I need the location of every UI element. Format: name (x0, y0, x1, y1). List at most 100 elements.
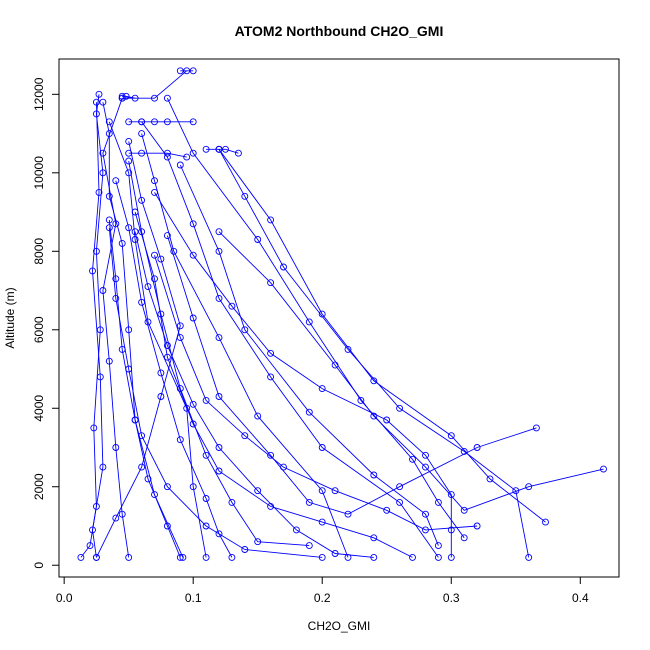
data-point (151, 177, 158, 185)
data-point (118, 92, 126, 100)
data-point (90, 424, 98, 432)
data-point (131, 208, 139, 216)
data-point (202, 451, 210, 459)
data-point (99, 287, 107, 294)
data-point (396, 483, 404, 491)
data-point (157, 369, 165, 377)
data-point (512, 487, 520, 495)
data-point (118, 94, 126, 102)
data-point (189, 118, 197, 126)
data-point (241, 326, 249, 334)
data-point (105, 118, 113, 126)
series-line-2 (102, 98, 130, 558)
data-point (331, 487, 339, 495)
data-point (228, 498, 236, 506)
data-point (215, 530, 223, 538)
data-point (486, 475, 494, 483)
series-line-16 (154, 255, 478, 531)
data-point (163, 342, 171, 349)
series-line-5 (141, 133, 349, 558)
data-point (138, 463, 146, 471)
data-point (241, 192, 249, 200)
data-point (202, 553, 210, 561)
data-point (318, 385, 326, 393)
data-point (202, 495, 210, 502)
series-lines (80, 70, 604, 558)
chart-title: ATOM2 Northbound CH2O_GMI (235, 23, 444, 39)
data-point (267, 502, 275, 510)
series-line-20 (108, 227, 323, 558)
data-point (77, 553, 85, 561)
data-point (105, 130, 113, 138)
x-tick-label: 0.4 (572, 591, 589, 605)
data-point (434, 498, 442, 506)
series-line-21 (154, 192, 452, 558)
data-point (92, 110, 100, 118)
data-point (144, 318, 152, 326)
data-point (131, 416, 139, 424)
data-point (118, 510, 126, 518)
x-tick-label: 0.3 (443, 591, 460, 605)
data-point (234, 149, 242, 157)
y-tick-label: 12000 (32, 77, 46, 111)
data-point (370, 412, 378, 420)
data-point (163, 353, 171, 361)
series-line-10 (218, 149, 546, 523)
data-point (179, 553, 187, 561)
data-point (112, 220, 120, 228)
data-point (189, 483, 197, 491)
y-tick-label: 0 (32, 562, 46, 569)
series-line-25 (122, 70, 194, 99)
data-point (280, 263, 287, 271)
data-point (241, 546, 249, 553)
series-line-7 (179, 164, 439, 546)
data-point (189, 314, 197, 322)
series-points (77, 67, 607, 561)
data-point (202, 145, 210, 153)
data-point (396, 498, 404, 506)
data-point (267, 216, 275, 224)
data-point (331, 550, 339, 557)
data-point (112, 444, 120, 451)
data-point (176, 436, 184, 444)
data-point (95, 188, 103, 196)
data-point (112, 275, 120, 283)
data-point (131, 228, 139, 236)
data-point (318, 553, 326, 561)
y-tick-label: 10000 (32, 156, 46, 190)
data-point (254, 412, 262, 420)
data-point (370, 534, 378, 542)
series-line-19 (95, 141, 181, 558)
data-point (460, 447, 468, 455)
data-point (434, 542, 442, 550)
data-point (125, 169, 133, 177)
data-point (305, 498, 313, 506)
data-point (144, 283, 152, 291)
data-point (138, 228, 146, 236)
series-line-3 (102, 102, 184, 558)
data-point (447, 526, 455, 534)
y-tick-label: 8000 (32, 238, 46, 265)
data-point (131, 94, 139, 102)
data-point (215, 294, 223, 302)
data-point (254, 487, 262, 495)
data-point (163, 118, 171, 126)
series-line-18 (108, 219, 181, 558)
data-point (344, 553, 352, 561)
data-point (383, 506, 391, 514)
data-point (222, 145, 229, 153)
series-line-11 (218, 231, 604, 511)
data-point (189, 149, 197, 157)
data-point (96, 326, 104, 334)
data-point (254, 236, 262, 243)
data-point (357, 396, 365, 404)
data-point (600, 465, 607, 473)
data-point (138, 149, 146, 157)
data-point (318, 310, 326, 318)
data-point (183, 67, 191, 75)
data-point (202, 522, 210, 530)
data-point (138, 298, 146, 306)
data-point (125, 553, 133, 561)
data-point (176, 334, 184, 342)
